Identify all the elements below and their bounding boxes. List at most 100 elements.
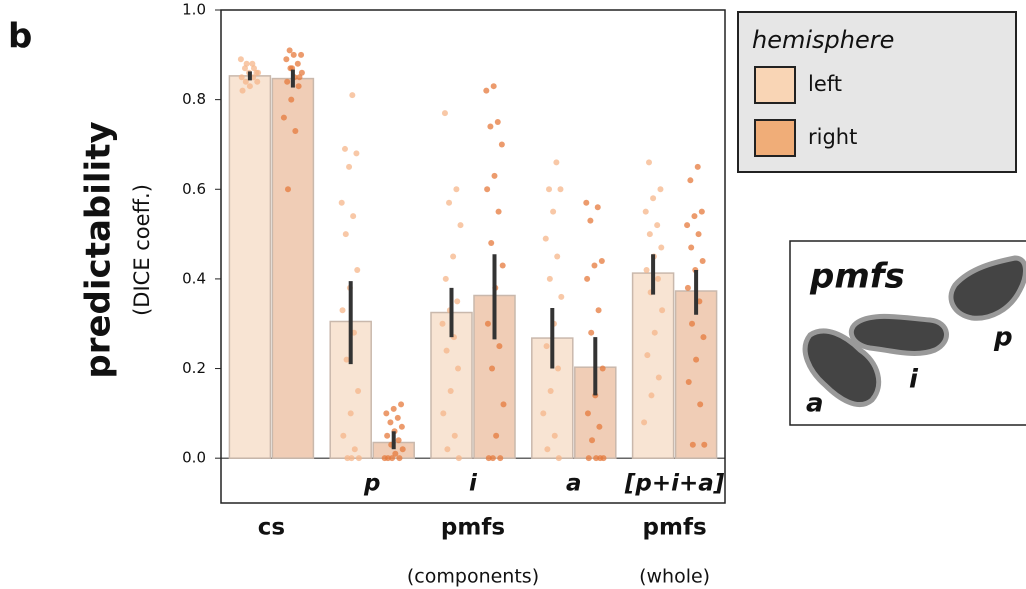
- data-point: [497, 455, 504, 462]
- data-point: [242, 78, 249, 85]
- inset: pmfs a i p: [789, 240, 1026, 426]
- data-point: [493, 432, 500, 439]
- data-point: [441, 110, 448, 117]
- data-point: [689, 320, 696, 327]
- data-point: [284, 186, 291, 193]
- data-point: [239, 87, 246, 94]
- legend-title: hemisphere: [752, 26, 894, 54]
- data-point: [546, 275, 553, 282]
- data-point: [246, 83, 253, 90]
- data-point: [489, 455, 496, 462]
- data-point: [292, 128, 299, 135]
- data-point: [555, 455, 562, 462]
- legend-swatch: [754, 66, 796, 104]
- bar: [631, 272, 675, 459]
- data-point: [597, 455, 604, 462]
- data-point: [446, 199, 453, 206]
- data-point: [654, 222, 661, 229]
- data-point: [650, 195, 657, 202]
- data-point: [443, 347, 450, 354]
- data-point: [343, 356, 350, 363]
- data-point: [392, 450, 399, 457]
- y-tick-label: 0.4: [182, 269, 206, 287]
- inset-label: i: [909, 365, 919, 395]
- data-point: [399, 446, 406, 453]
- data-point: [589, 437, 596, 444]
- data-point: [500, 401, 507, 408]
- plot-frame: [220, 9, 726, 504]
- data-point: [551, 432, 558, 439]
- data-point: [695, 231, 702, 238]
- data-point: [553, 159, 560, 166]
- data-point: [351, 446, 358, 453]
- data-point: [398, 423, 405, 430]
- data-point: [698, 208, 705, 215]
- data-point: [685, 378, 692, 385]
- data-point: [243, 60, 250, 67]
- data-point: [255, 69, 262, 76]
- legend-label: left: [808, 72, 842, 96]
- data-point: [557, 186, 564, 193]
- data-point: [489, 365, 496, 372]
- data-point: [439, 320, 446, 327]
- data-point: [699, 257, 706, 264]
- data-point: [250, 65, 257, 72]
- data-point: [596, 423, 603, 430]
- data-point: [658, 244, 665, 251]
- data-point: [587, 217, 594, 224]
- y-tick-label: 1.0: [182, 1, 206, 19]
- data-point: [494, 119, 501, 126]
- data-point: [644, 352, 651, 359]
- group-label: pmfs: [441, 515, 505, 541]
- data-point: [693, 356, 700, 363]
- data-point: [355, 387, 362, 394]
- data-point: [353, 150, 360, 157]
- data-point: [599, 365, 606, 372]
- data-point: [341, 145, 348, 152]
- inset-label: p: [993, 323, 1013, 353]
- data-point: [498, 141, 505, 148]
- data-point: [598, 257, 605, 264]
- data-point: [655, 275, 662, 282]
- data-point: [496, 343, 503, 350]
- data-point: [595, 307, 602, 314]
- data-point: [454, 298, 461, 305]
- plot-area: [221, 47, 725, 462]
- region-i: [848, 313, 949, 356]
- data-point: [687, 177, 694, 184]
- data-point: [347, 410, 354, 417]
- data-point: [591, 262, 598, 269]
- data-point: [491, 172, 498, 179]
- data-point: [395, 437, 402, 444]
- data-point: [286, 47, 293, 54]
- data-point: [594, 204, 601, 211]
- y-axis-label: predictability: [79, 121, 119, 378]
- inset-title: pmfs: [809, 257, 905, 297]
- bar: [674, 290, 718, 459]
- data-point: [555, 365, 562, 372]
- data-point: [389, 455, 396, 462]
- bar: [271, 77, 315, 459]
- data-point: [348, 455, 355, 462]
- data-point: [648, 392, 655, 399]
- y-axis-sublabel: (DICE coeff.): [130, 184, 154, 316]
- data-point: [238, 74, 245, 81]
- data-point: [455, 455, 462, 462]
- data-point: [691, 213, 698, 220]
- x-tick-label: [p+i+a]: [624, 471, 725, 497]
- data-point: [651, 329, 658, 336]
- data-point: [296, 74, 303, 81]
- data-point: [339, 307, 346, 314]
- data-point: [295, 83, 302, 90]
- data-point: [484, 320, 491, 327]
- data-point: [495, 208, 502, 215]
- data-point: [442, 275, 449, 282]
- data-point: [659, 307, 666, 314]
- data-point: [342, 231, 349, 238]
- data-point: [643, 266, 650, 273]
- data-point: [484, 186, 491, 193]
- data-point: [544, 446, 551, 453]
- data-point: [457, 222, 464, 229]
- data-point: [688, 244, 695, 251]
- x-tick-label: p: [363, 471, 380, 497]
